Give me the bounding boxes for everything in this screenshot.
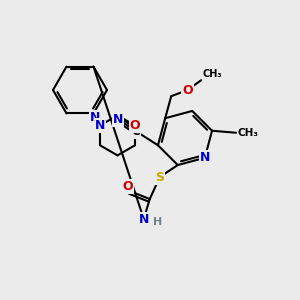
Text: C: C xyxy=(132,125,140,138)
Text: O: O xyxy=(182,84,193,97)
Text: O: O xyxy=(122,179,133,193)
Text: CH₃: CH₃ xyxy=(202,69,222,79)
Text: N: N xyxy=(200,151,210,164)
Text: CH₃: CH₃ xyxy=(237,128,258,138)
Text: N: N xyxy=(139,212,149,226)
Text: S: S xyxy=(155,170,164,184)
Text: N: N xyxy=(90,111,101,124)
Text: H: H xyxy=(153,217,162,227)
Text: N: N xyxy=(113,113,123,126)
Text: N: N xyxy=(95,119,105,132)
Text: O: O xyxy=(130,119,140,132)
